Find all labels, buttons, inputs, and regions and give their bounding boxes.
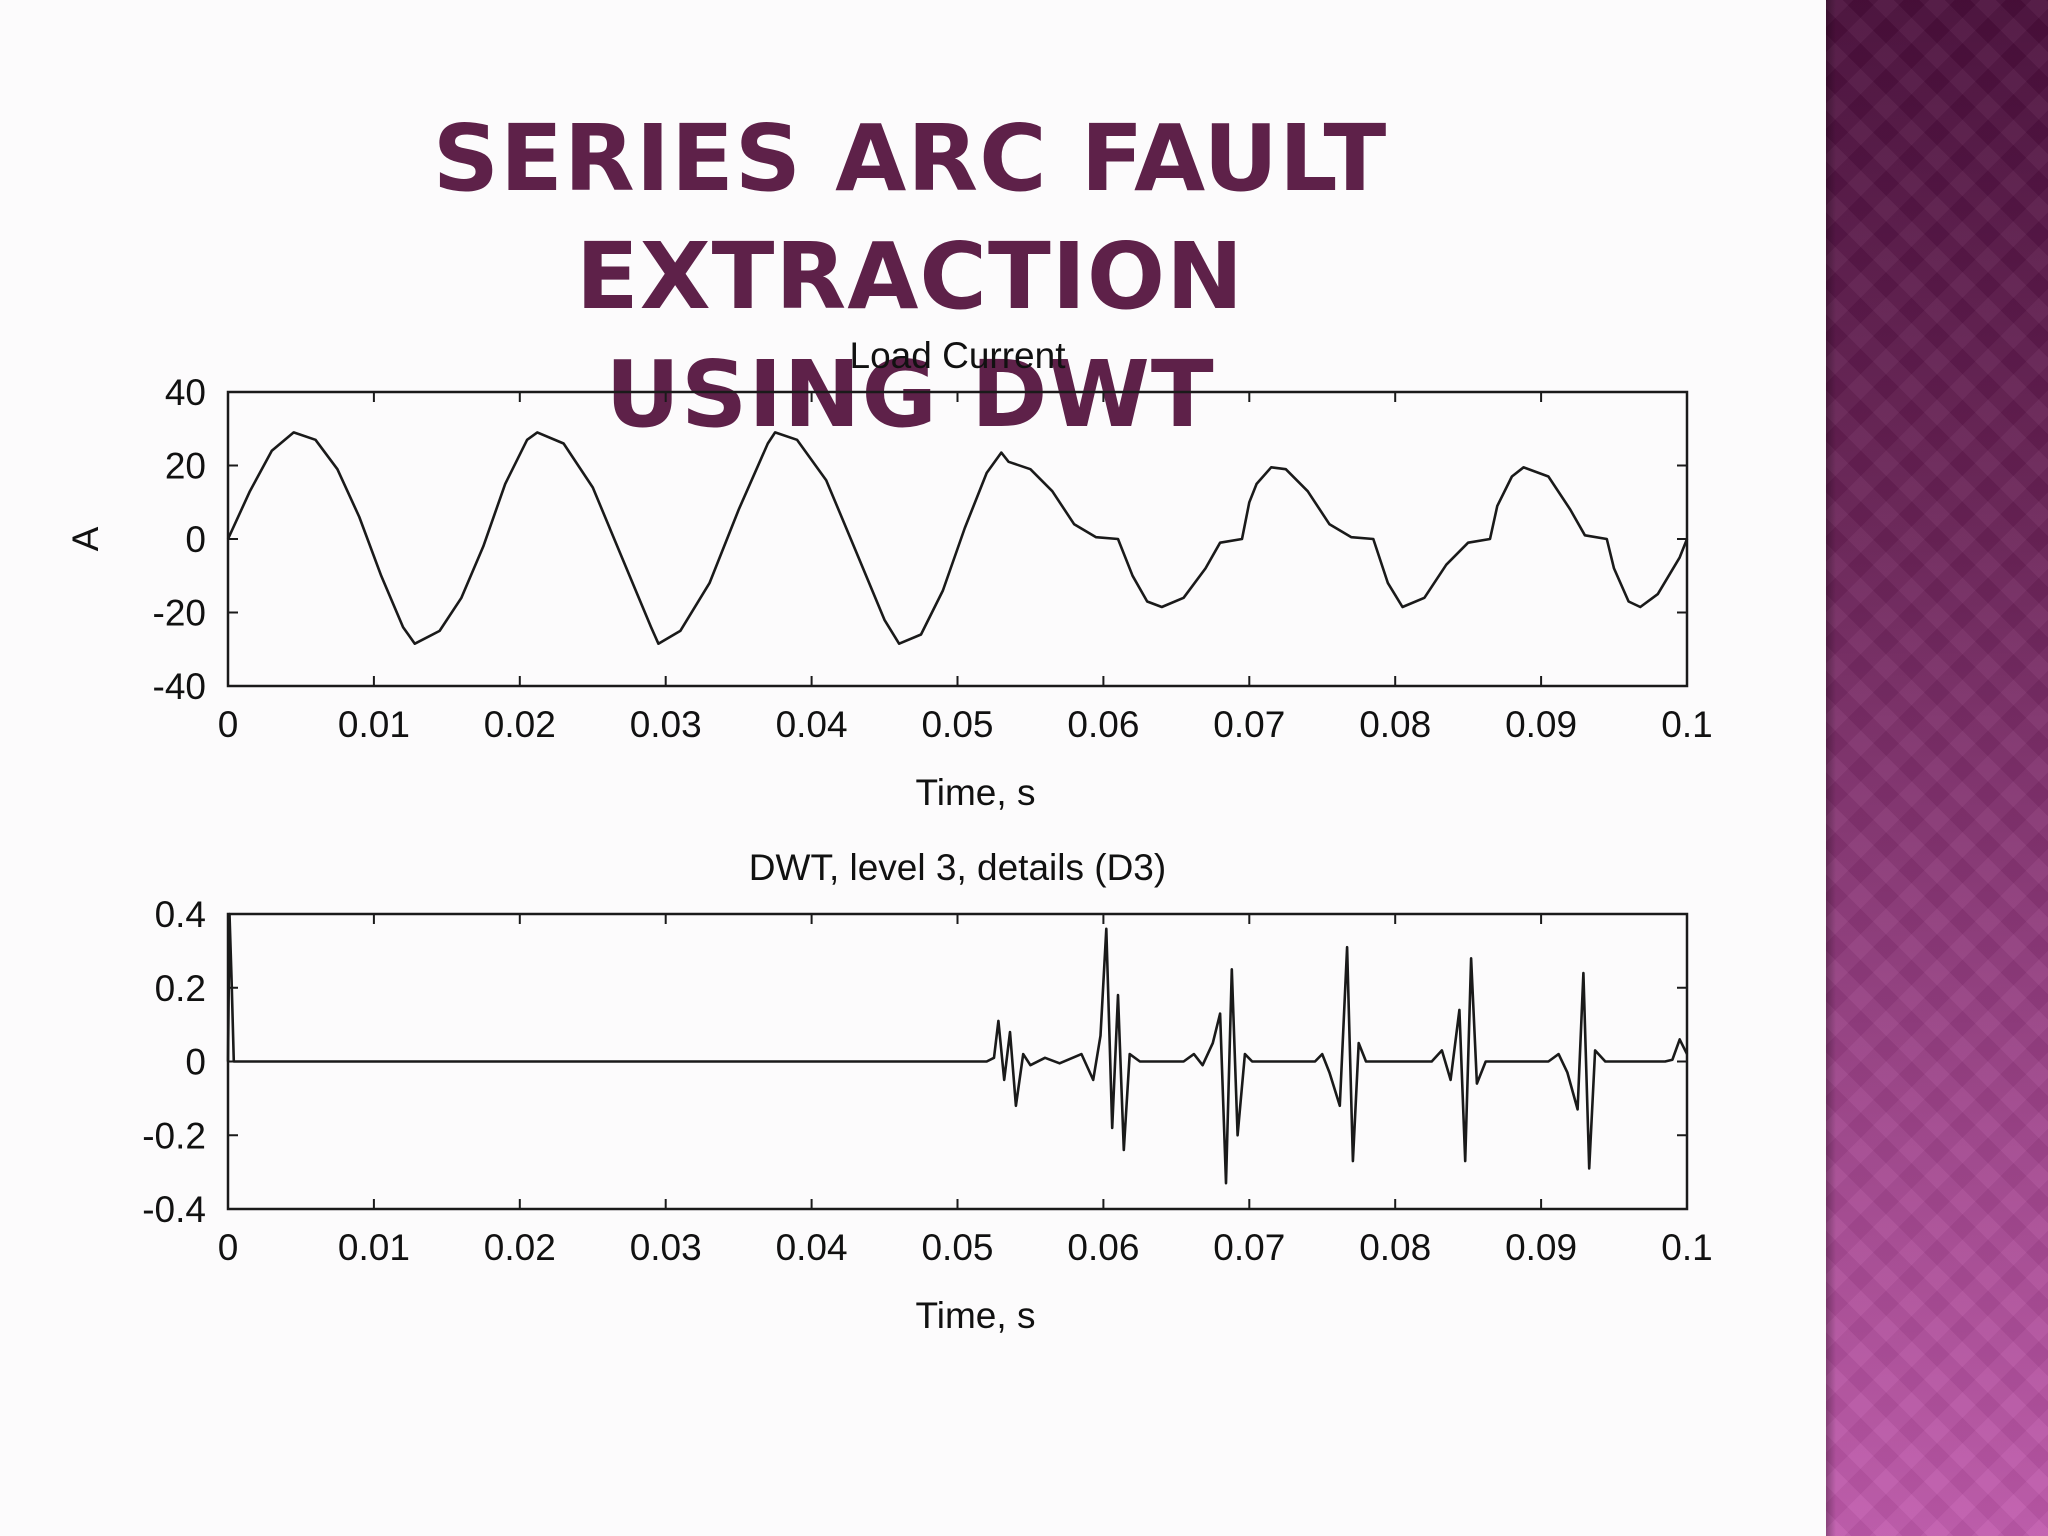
- x-axis-label: Time, s: [916, 772, 1036, 813]
- slide-title-line-1: SERIES ARC FAULT EXTRACTION: [432, 105, 1388, 330]
- y-tick-label: 0: [185, 1042, 206, 1083]
- charts-area: Load Current 0 0.01 0.02 0.03 0.04 0.05 0.06 0.0…: [65, 335, 1713, 1336]
- x-tick-label: 0: [218, 1227, 239, 1268]
- x-tick-label: 0.04: [776, 1227, 848, 1268]
- slide-title-line-2: USING DWT: [605, 341, 1215, 448]
- x-tick-label: 0.06: [1067, 704, 1139, 745]
- y-tick-label: -40: [153, 666, 206, 707]
- x-tick-label: 0.02: [484, 1227, 556, 1268]
- y-axis-label: A: [65, 526, 106, 551]
- x-tick-label: 0.1: [1661, 1227, 1712, 1268]
- slide-background: [0, 0, 1826, 1536]
- x-tick-label: 0.05: [921, 1227, 993, 1268]
- series-line: [226, 431, 1689, 645]
- x-tick-label: 0.07: [1213, 704, 1285, 745]
- x-tick-label: 0.04: [776, 704, 848, 745]
- x-axis-label: Time, s: [916, 1295, 1036, 1336]
- x-tick-label: 0.06: [1067, 1227, 1139, 1268]
- x-tick-label: 0.09: [1505, 704, 1577, 745]
- x-tick-label: 0.07: [1213, 1227, 1285, 1268]
- chart-title: Load Current: [850, 335, 1067, 376]
- x-tick-label: 0.05: [921, 704, 993, 745]
- y-tick-label: -0.2: [142, 1115, 206, 1156]
- y-tick-label: 0.2: [155, 968, 206, 1009]
- plot-frame: [226, 390, 1689, 688]
- y-tick-label: 0: [185, 519, 206, 560]
- x-tick-label: 0.08: [1359, 704, 1431, 745]
- series-line: [226, 912, 1689, 1185]
- slide-title: SERIES ARC FAULT EXTRACTION USING DWT: [130, 100, 1690, 454]
- y-tick-label: 20: [165, 446, 206, 487]
- x-tick-label: 0.09: [1505, 1227, 1577, 1268]
- x-tick-label: 0.01: [338, 704, 410, 745]
- y-tick-label: 40: [165, 372, 206, 413]
- x-tick-label: 0.1: [1661, 704, 1712, 745]
- chart-title: DWT, level 3, details (D3): [749, 847, 1166, 888]
- x-tick-label: 0: [218, 704, 239, 745]
- y-tick-label: -20: [153, 593, 206, 634]
- decorative-side-band: [1826, 0, 2048, 1536]
- x-tick-label: 0.03: [630, 1227, 702, 1268]
- x-tick-label: 0.03: [630, 704, 702, 745]
- dwt-d3-chart: DWT, level 3, details (D3) 0 0.01 0.02 0.03 0…: [142, 847, 1712, 1336]
- y-tick-label: -0.4: [142, 1189, 206, 1230]
- x-tick-label: 0.01: [338, 1227, 410, 1268]
- y-tick-label: 0.4: [155, 894, 206, 935]
- x-tick-label: 0.08: [1359, 1227, 1431, 1268]
- load-current-chart: Load Current 0 0.01 0.02 0.03 0.04 0.05 0.06 0.0…: [65, 335, 1713, 813]
- x-tick-label: 0.02: [484, 704, 556, 745]
